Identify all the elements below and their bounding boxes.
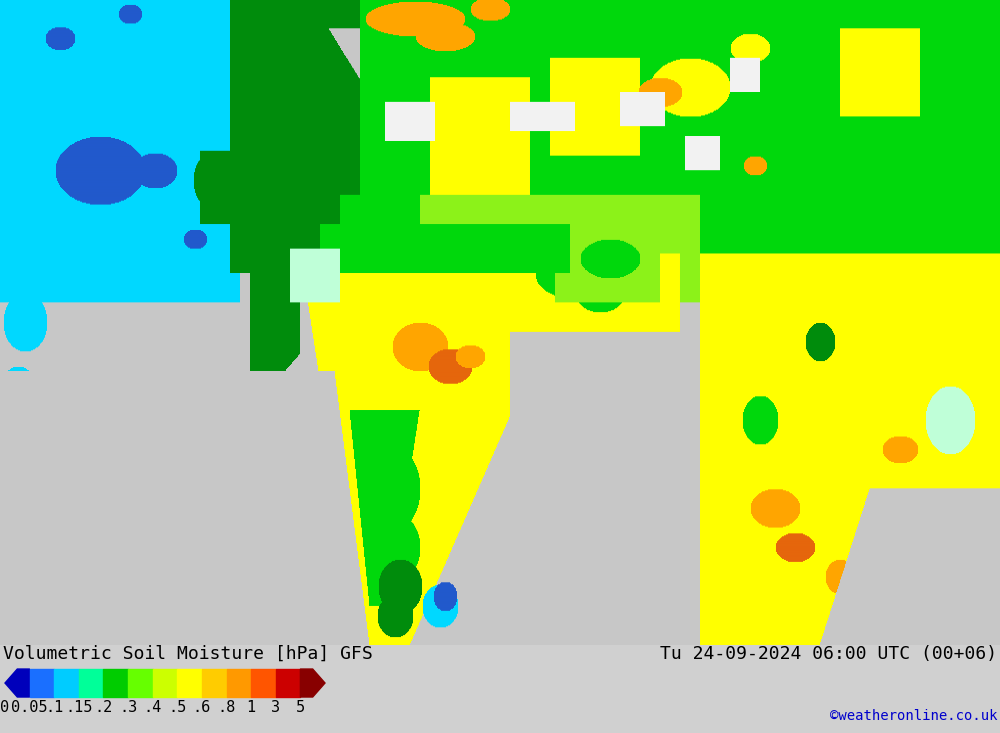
Bar	[177, 669, 202, 697]
Text: .2: .2	[94, 700, 113, 715]
Text: 5: 5	[296, 700, 305, 715]
Text: ©weatheronline.co.uk: ©weatheronline.co.uk	[830, 709, 997, 723]
Bar	[30, 669, 54, 697]
Text: Tu 24-09-2024 06:00 UTC (00+06): Tu 24-09-2024 06:00 UTC (00+06)	[660, 645, 997, 663]
Bar	[251, 669, 276, 697]
Text: .5: .5	[168, 700, 186, 715]
Text: .4: .4	[144, 700, 162, 715]
Text: .1: .1	[45, 700, 63, 715]
Bar	[79, 669, 103, 697]
Text: .3: .3	[119, 700, 137, 715]
Text: 0: 0	[0, 700, 10, 715]
Text: 0.05: 0.05	[11, 700, 48, 715]
Bar	[103, 669, 128, 697]
Bar	[227, 669, 251, 697]
Text: Volumetric Soil Moisture [hPa] GFS: Volumetric Soil Moisture [hPa] GFS	[3, 645, 373, 663]
Text: 3: 3	[271, 700, 280, 715]
Bar	[153, 669, 177, 697]
Text: .6: .6	[193, 700, 211, 715]
Text: 1: 1	[247, 700, 256, 715]
Text: .15: .15	[65, 700, 93, 715]
Polygon shape	[5, 669, 30, 697]
Bar	[54, 669, 79, 697]
Bar	[276, 669, 300, 697]
Bar	[128, 669, 153, 697]
Bar	[202, 669, 227, 697]
Text: .8: .8	[217, 700, 236, 715]
Polygon shape	[300, 669, 325, 697]
